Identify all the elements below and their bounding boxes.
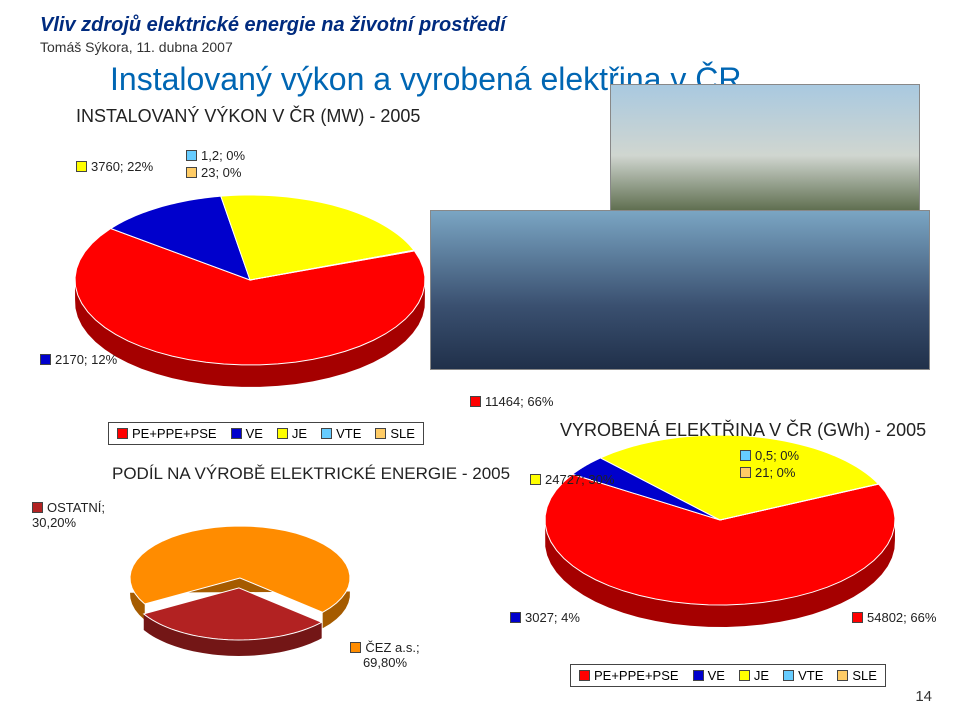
swatch-vte	[186, 150, 197, 161]
pie3-label-je: 24727; 30%	[530, 472, 614, 487]
pie3-label-ve: 3027; 4%	[510, 610, 580, 625]
pie3-label-pe: 54802; 66%	[852, 610, 936, 625]
swatch-ve	[40, 354, 51, 365]
pie2-label-ostatni: OSTATNÍ; 30,20%	[32, 500, 112, 530]
pie1-label-ve: 2170; 12%	[40, 352, 117, 367]
pie3-label-vte: 0,5; 0%	[740, 448, 799, 463]
swatch-je	[76, 161, 87, 172]
pie3-label-sle: 21; 0%	[740, 465, 795, 480]
pie2-label-cez: ČEZ a.s.; 69,80%	[350, 640, 420, 670]
legend-installed: PE+PPE+PSE VE JE VTE SLE	[108, 422, 424, 445]
chart-produced-title: VYROBENÁ ELEKTŘINA V ČR (GWh) - 2005	[560, 420, 926, 441]
swatch-sle	[186, 167, 197, 178]
pie1-label-sle: 23; 0%	[186, 165, 241, 180]
chart-share-title: PODÍL NA VÝROBĚ ELEKTRICKÉ ENERGIE - 200…	[112, 464, 392, 484]
pie-produced-energy	[0, 0, 960, 719]
pie1-label-pe: 11464; 66%	[470, 394, 553, 409]
page-number: 14	[915, 688, 932, 705]
legend-produced: PE+PPE+PSE VE JE VTE SLE	[570, 664, 886, 687]
pie1-label-je: 3760; 22%	[76, 159, 153, 174]
swatch-pe	[470, 396, 481, 407]
pie1-label-vte: 1,2; 0%	[186, 148, 245, 163]
